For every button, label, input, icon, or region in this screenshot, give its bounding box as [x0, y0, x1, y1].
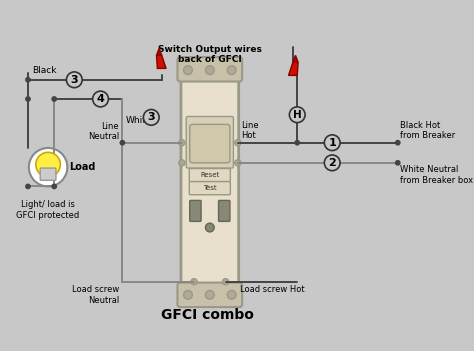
Circle shape — [396, 140, 400, 145]
Polygon shape — [289, 62, 298, 75]
Circle shape — [52, 184, 56, 188]
Circle shape — [396, 161, 400, 165]
Circle shape — [205, 291, 214, 299]
FancyBboxPatch shape — [189, 168, 230, 181]
Circle shape — [324, 155, 340, 171]
Text: 3: 3 — [71, 75, 78, 85]
Circle shape — [66, 72, 82, 88]
FancyBboxPatch shape — [181, 74, 239, 290]
FancyBboxPatch shape — [186, 117, 233, 168]
Circle shape — [289, 107, 305, 122]
Text: Line
Hot: Line Hot — [241, 121, 259, 140]
Circle shape — [52, 97, 56, 101]
Text: Load screw Hot: Load screw Hot — [239, 285, 304, 294]
Circle shape — [183, 291, 192, 299]
FancyBboxPatch shape — [177, 57, 242, 81]
FancyBboxPatch shape — [40, 168, 56, 180]
Circle shape — [235, 160, 241, 166]
FancyBboxPatch shape — [190, 200, 201, 221]
Text: H: H — [293, 110, 301, 120]
Text: Black: Black — [32, 66, 57, 74]
Text: Light/ load is
GFCI protected: Light/ load is GFCI protected — [17, 200, 80, 220]
Text: 2: 2 — [328, 158, 336, 168]
Text: White: White — [126, 117, 152, 125]
Circle shape — [26, 184, 30, 188]
Circle shape — [29, 148, 67, 186]
Circle shape — [205, 66, 214, 74]
FancyBboxPatch shape — [177, 283, 242, 307]
Circle shape — [36, 152, 60, 177]
Circle shape — [324, 135, 340, 151]
Circle shape — [143, 110, 159, 125]
Circle shape — [205, 223, 214, 232]
Polygon shape — [156, 48, 162, 55]
Text: Line
Neutral: Line Neutral — [88, 121, 119, 141]
Circle shape — [26, 97, 30, 101]
Text: GFCI combo: GFCI combo — [161, 308, 254, 322]
Text: 4: 4 — [97, 94, 104, 104]
Text: Black Hot
from Breaker: Black Hot from Breaker — [401, 121, 456, 140]
Text: 1: 1 — [328, 138, 336, 148]
Circle shape — [183, 66, 192, 74]
Text: Test: Test — [203, 185, 217, 191]
Circle shape — [179, 160, 185, 166]
FancyBboxPatch shape — [189, 181, 230, 195]
Circle shape — [179, 140, 185, 146]
Text: Load: Load — [69, 162, 95, 172]
Circle shape — [228, 291, 236, 299]
Circle shape — [222, 279, 228, 285]
Text: White Neutral
from Breaker box: White Neutral from Breaker box — [401, 165, 474, 185]
FancyBboxPatch shape — [219, 200, 230, 221]
Circle shape — [191, 279, 197, 285]
Polygon shape — [293, 55, 298, 62]
FancyBboxPatch shape — [190, 124, 230, 163]
Text: 3: 3 — [147, 112, 155, 122]
Text: Switch Output wires
back of GFCI: Switch Output wires back of GFCI — [158, 45, 262, 64]
Polygon shape — [156, 55, 166, 68]
Circle shape — [228, 66, 236, 74]
Circle shape — [26, 78, 30, 82]
Circle shape — [295, 140, 300, 145]
Text: Reset: Reset — [200, 172, 219, 178]
Circle shape — [235, 140, 241, 146]
Circle shape — [93, 91, 109, 107]
Circle shape — [120, 140, 125, 145]
Text: Load screw
Neutral: Load screw Neutral — [72, 285, 119, 305]
